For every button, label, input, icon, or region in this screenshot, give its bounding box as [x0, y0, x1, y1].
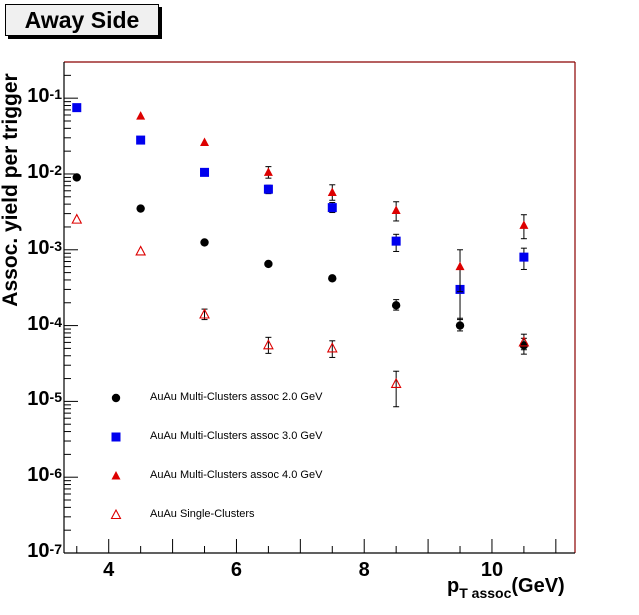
y-tick-label: 10-1: [27, 85, 62, 108]
legend-label: AuAu Multi-Clusters assoc 3.0 GeV: [150, 430, 323, 442]
axes: [63, 61, 576, 554]
data-point: [263, 167, 273, 176]
legend-marker: [111, 471, 121, 480]
x-axis-title-main: p: [447, 575, 460, 597]
y-tick-label: 10-2: [27, 160, 62, 183]
y-tick-label: 10-4: [27, 312, 62, 335]
x-axis-title-unit: (GeV): [511, 575, 565, 597]
x-tick-label: 4: [103, 559, 115, 581]
legend-marker: [111, 432, 121, 442]
legend-marker: [110, 508, 122, 520]
data-point: [199, 308, 210, 319]
data-point: [391, 301, 401, 310]
data-point: [200, 238, 209, 247]
data-point: [519, 220, 529, 229]
data-points: [71, 103, 530, 408]
data-point: [326, 342, 338, 353]
data-point: [71, 213, 83, 224]
data-point: [136, 135, 146, 145]
y-tick-label: 10-7: [27, 540, 62, 562]
data-point: [391, 205, 401, 214]
y-axis-title: Assoc. yield per trigger: [0, 73, 22, 307]
data-point: [391, 236, 401, 246]
y-tick-label: 10-6: [27, 464, 62, 487]
x-tick-label: 6: [230, 559, 243, 581]
chart-title: Away Side: [24, 6, 140, 33]
x-tick-label: 8: [358, 559, 370, 581]
x-axis-title-subscript: T assoc: [459, 585, 512, 601]
data-point: [262, 339, 274, 350]
legend-label: AuAu Multi-Clusters assoc 4.0 GeV: [150, 469, 323, 481]
x-tick-label: 10: [480, 559, 504, 581]
data-point: [327, 187, 337, 196]
legend-label: AuAu Multi-Clusters assoc 2.0 GeV: [150, 391, 323, 403]
data-point: [519, 252, 529, 262]
data-point: [72, 103, 82, 113]
series-4: [71, 213, 530, 408]
data-point: [455, 321, 465, 330]
legend-label: AuAu Single-Clusters: [150, 508, 255, 520]
data-point: [200, 137, 210, 147]
data-point: [455, 261, 465, 271]
y-tick-label: 10-3: [27, 236, 62, 259]
legend: [110, 393, 122, 520]
data-point: [327, 203, 337, 213]
data-point: [518, 336, 530, 347]
data-point: [264, 259, 273, 269]
data-point: [200, 167, 210, 177]
data-point: [390, 377, 402, 388]
x-axis-title: pT assoc(GeV): [447, 575, 565, 601]
data-point: [72, 173, 81, 182]
data-point: [135, 245, 147, 256]
data-point: [136, 111, 146, 120]
data-point: [263, 184, 273, 194]
y-tick-label: 10-5: [27, 388, 62, 411]
legend-marker: [111, 393, 121, 403]
series-1: [72, 173, 529, 355]
series-3: [136, 111, 529, 293]
data-point: [328, 274, 337, 283]
data-point: [136, 204, 145, 213]
chart-title-box: Away Side: [5, 4, 159, 36]
